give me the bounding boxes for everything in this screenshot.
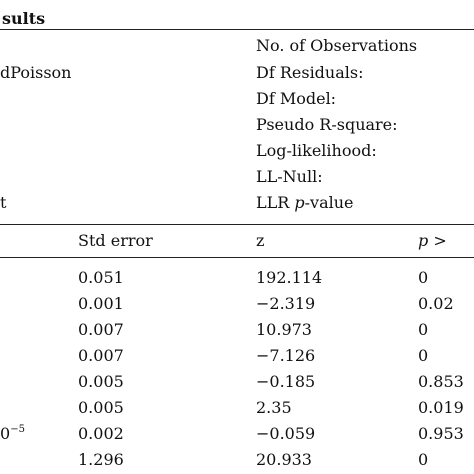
cell-p: 0 xyxy=(418,268,429,287)
cell-z: −2.319 xyxy=(256,294,316,313)
col-header-std-error: Std error xyxy=(78,231,153,250)
stat-label-log-likelihood: Log-likelihood: xyxy=(256,141,377,160)
col-header-p: p > xyxy=(418,232,447,250)
left-fragment-bottom: t xyxy=(0,193,7,212)
cell-p: 0.853 xyxy=(418,372,464,391)
cell-std-error: 0.051 xyxy=(78,268,124,287)
cell-std-error: 0.007 xyxy=(78,346,124,365)
cell-std-error: 0.005 xyxy=(78,372,124,391)
col-header-z: z xyxy=(256,231,265,250)
llr-p-italic: p xyxy=(294,193,305,212)
cell-left-base: 0 xyxy=(0,424,11,443)
mid-rule xyxy=(0,224,474,225)
stat-label-llr-pvalue: LLR p-value xyxy=(256,194,354,212)
cell-p: 0 xyxy=(418,450,429,469)
cell-p: 0.019 xyxy=(418,398,464,417)
cell-p: 0 xyxy=(418,320,429,339)
stat-label-observations: No. of Observations xyxy=(256,36,418,55)
cell-z: −0.185 xyxy=(256,372,316,391)
cell-std-error: 1.296 xyxy=(78,450,124,469)
cell-std-error: 0.001 xyxy=(78,294,124,313)
stat-label-pseudo-r2: Pseudo R-square: xyxy=(256,115,398,134)
header-rule xyxy=(0,257,474,258)
cell-z: 192.114 xyxy=(256,268,323,287)
cell-p: 0.02 xyxy=(418,294,454,313)
llr-suffix: -value xyxy=(304,193,354,212)
stat-label-df-residuals: Df Residuals: xyxy=(256,63,364,82)
table-title-fragment: sults xyxy=(2,9,46,28)
cell-std-error: 0.005 xyxy=(78,398,124,417)
top-rule xyxy=(0,29,474,30)
cell-z: −0.059 xyxy=(256,424,316,443)
col-header-p-italic: p xyxy=(418,231,429,250)
cell-z: −7.126 xyxy=(256,346,316,365)
cell-std-error: 0.002 xyxy=(78,424,124,443)
cell-z: 20.933 xyxy=(256,450,312,469)
cell-left-fragment: 0−5 xyxy=(0,424,25,446)
cell-z: 10.973 xyxy=(256,320,312,339)
stat-label-ll-null: LL-Null: xyxy=(256,167,323,186)
stat-label-df-model: Df Model: xyxy=(256,89,337,108)
cell-z: 2.35 xyxy=(256,398,292,417)
col-header-p-suffix: > xyxy=(428,231,447,250)
llr-prefix: LLR xyxy=(256,193,290,212)
cell-p: 0 xyxy=(418,346,429,365)
cell-left-exponent: −5 xyxy=(10,424,25,435)
cell-p: 0.953 xyxy=(418,424,464,443)
model-name-fragment: dPoisson xyxy=(0,63,72,82)
cell-std-error: 0.007 xyxy=(78,320,124,339)
